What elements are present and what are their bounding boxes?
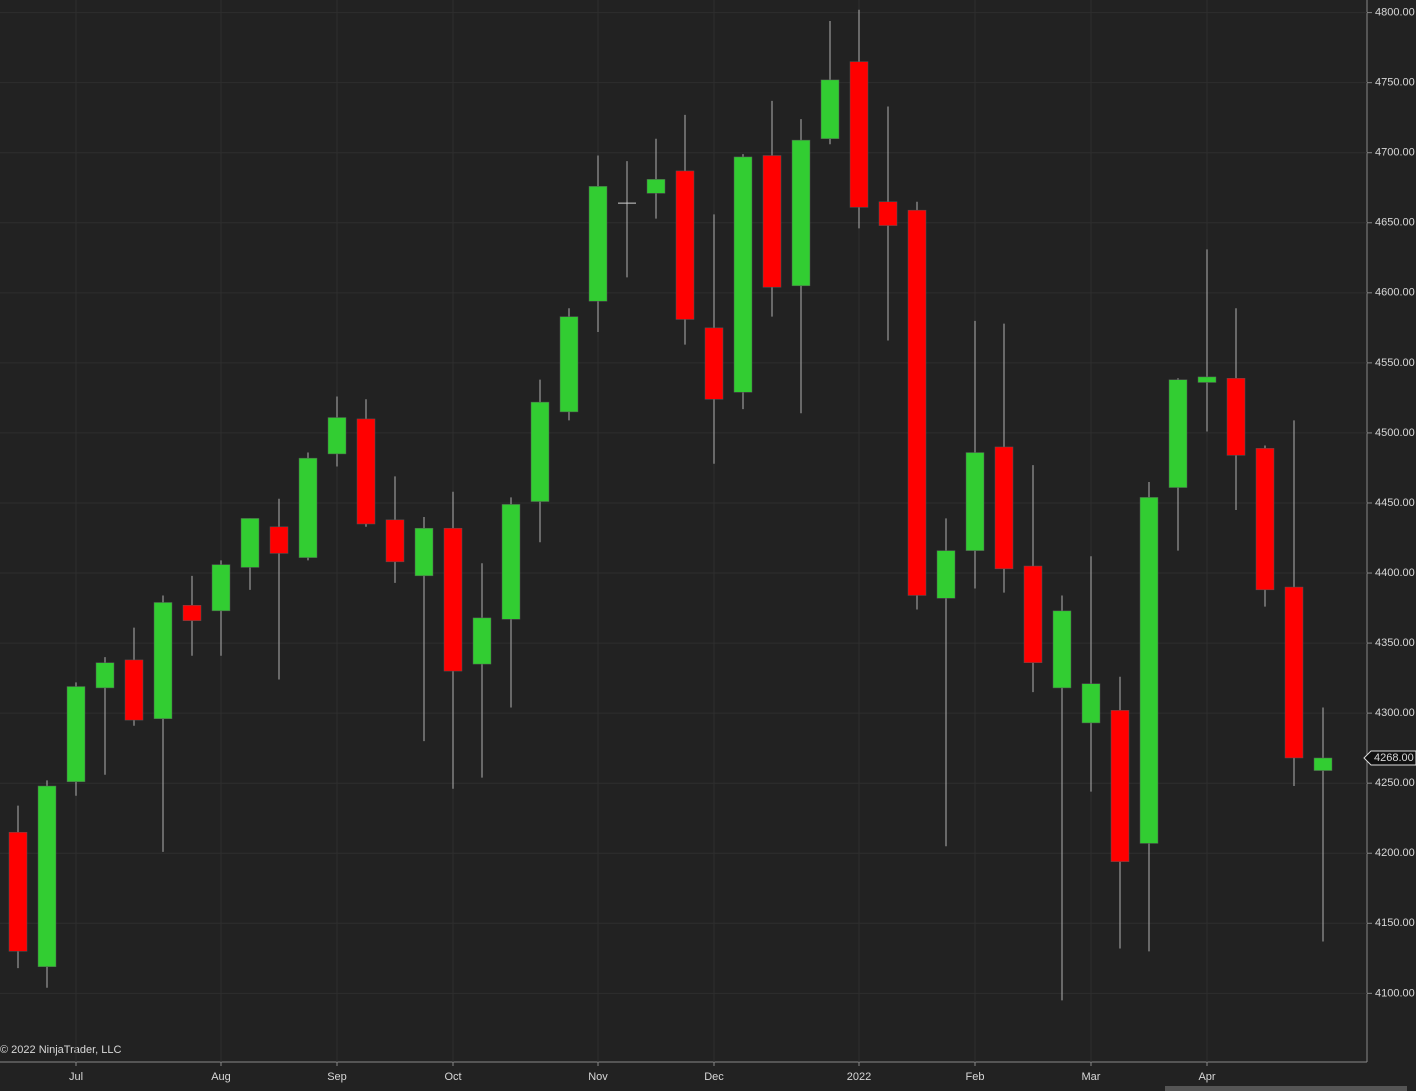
candle-body <box>675 170 695 320</box>
y-tick-label: 4100.00 <box>1375 987 1415 999</box>
candle-body <box>37 785 57 967</box>
last-price-label: 4268.00 <box>1374 752 1414 764</box>
y-tick-label: 4400.00 <box>1375 567 1415 579</box>
x-tick-label: Sep <box>327 1071 347 1083</box>
x-tick-label: Feb <box>966 1071 985 1083</box>
y-tick-label: 4450.00 <box>1375 497 1415 509</box>
candle-body <box>1313 757 1333 771</box>
candle-body <box>211 564 231 612</box>
x-tick-label: Aug <box>211 1071 231 1083</box>
y-tick-label: 4650.00 <box>1375 217 1415 229</box>
y-tick-label: 4300.00 <box>1375 707 1415 719</box>
x-tick-label: Oct <box>444 1071 461 1083</box>
candle-body <box>240 518 260 568</box>
candle-body <box>646 179 666 194</box>
x-tick-label: Mar <box>1082 1071 1101 1083</box>
x-tick-label: 2022 <box>847 1071 871 1083</box>
candle-body <box>791 139 811 287</box>
candle-body <box>1052 610 1072 689</box>
candle-body <box>298 457 318 558</box>
y-tick-label: 4250.00 <box>1375 777 1415 789</box>
y-tick-label: 4350.00 <box>1375 637 1415 649</box>
y-tick-label: 4600.00 <box>1375 287 1415 299</box>
last-price-marker <box>1363 750 1416 766</box>
candle-body <box>559 316 579 413</box>
candle-body <box>1226 378 1246 456</box>
candle-body <box>1139 497 1159 844</box>
candle-body <box>1197 376 1217 383</box>
candle-body <box>385 519 405 563</box>
y-tick-label: 4700.00 <box>1375 147 1415 159</box>
candle-body <box>95 662 115 689</box>
candle-body <box>327 417 347 455</box>
y-tick-label: 4800.00 <box>1375 7 1415 19</box>
x-tick-label: Apr <box>1198 1071 1215 1083</box>
candle-body <box>1023 565 1043 663</box>
candle-body <box>704 327 724 400</box>
candle-body <box>8 831 28 952</box>
candle-body <box>733 156 753 393</box>
candle-body <box>443 527 463 672</box>
y-tick-label: 4550.00 <box>1375 357 1415 369</box>
candle-body <box>356 418 376 525</box>
candle-body <box>1284 586 1304 759</box>
y-tick-label: 4200.00 <box>1375 847 1415 859</box>
candle-body <box>530 401 550 502</box>
candle-body <box>501 504 521 620</box>
candle-body <box>66 686 86 783</box>
candle-body <box>762 155 782 288</box>
candle-body <box>878 201 898 226</box>
x-tick-label: Jul <box>69 1071 83 1083</box>
y-tick-label: 4750.00 <box>1375 77 1415 89</box>
x-tick-label: Nov <box>588 1071 608 1083</box>
candle-body <box>936 550 956 599</box>
candle-body <box>994 446 1014 570</box>
x-tick-label: Dec <box>704 1071 724 1083</box>
candle-body <box>472 617 492 665</box>
scrollbar[interactable] <box>1165 1086 1407 1091</box>
candle-body <box>849 61 869 208</box>
candle-body <box>965 452 985 551</box>
candle-body <box>907 209 927 596</box>
y-tick-label: 4500.00 <box>1375 427 1415 439</box>
candle-body <box>414 527 434 577</box>
candle-body <box>124 659 144 721</box>
y-tick-label: 4150.00 <box>1375 917 1415 929</box>
candle-body <box>182 605 202 621</box>
candle-body <box>1081 683 1101 724</box>
candle-body <box>588 186 608 302</box>
candle-body <box>1110 710 1130 862</box>
candle-body <box>153 602 173 719</box>
watermark: © 2022 NinjaTrader, LLC <box>0 1044 121 1056</box>
candle-body <box>1168 379 1188 488</box>
candle-body <box>820 79 840 139</box>
candle-body <box>269 526 289 554</box>
candle-body <box>1255 448 1275 591</box>
